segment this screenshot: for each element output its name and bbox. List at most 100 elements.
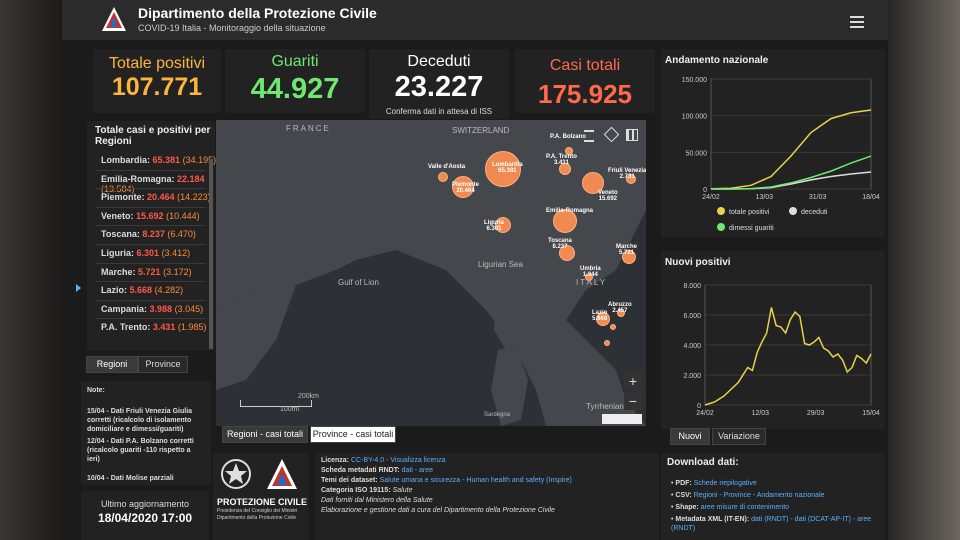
region-total: 15.692 xyxy=(136,210,164,221)
legend-swatch[interactable] xyxy=(717,223,725,231)
y-tick-label: 0 xyxy=(697,403,701,410)
map-bubble-label: Emilia-Romagna xyxy=(546,208,594,214)
panel-collapse-arrow-icon[interactable] xyxy=(76,284,81,292)
map-bubble[interactable] xyxy=(622,250,636,264)
map-bubble[interactable] xyxy=(565,147,573,155)
region-row[interactable]: Lazio: 5.668 (4.282) xyxy=(101,285,183,295)
kpi-note: Conferma dati in attesa di ISS xyxy=(385,107,493,116)
x-tick-label: 31/03 xyxy=(809,194,827,201)
map-bubble[interactable] xyxy=(617,309,625,317)
map-list-icon[interactable] xyxy=(584,130,594,142)
map-bubble[interactable] xyxy=(438,172,448,182)
regions-title-line1: Totale casi e positivi per xyxy=(95,125,211,136)
kpi-deceduti: Deceduti 23.227 Conferma dati in attesa … xyxy=(368,48,510,120)
license-line-value[interactable]: Salute umana e sicurezza - Human health … xyxy=(379,477,572,484)
map-bubble-label: Abruzzo 2.457 xyxy=(608,302,632,314)
region-row[interactable]: Toscana: 8.237 (6.470) xyxy=(101,229,196,239)
region-row[interactable]: P.A. Trento: 3.431 (1.985) xyxy=(101,322,206,332)
header-bar: Dipartimento della Protezione Civile COV… xyxy=(62,0,888,40)
tab-province-casi-totali[interactable]: Province - casi totali xyxy=(310,426,396,443)
download-item-link[interactable]: Schede riepilogative xyxy=(693,480,757,487)
legend-label[interactable]: deceduti xyxy=(801,209,828,216)
map-bubble[interactable] xyxy=(610,324,616,330)
map-bubble-label: Piemonte 20.464 xyxy=(452,182,480,194)
map-view[interactable]: FRANCE SWITZERLAND Gulf of Lion Ligurian… xyxy=(216,120,646,426)
map-bubble[interactable] xyxy=(485,151,521,187)
tab-regioni[interactable]: Regioni xyxy=(86,356,138,373)
download-item: • Shape: aree misure di contenimento xyxy=(671,504,790,511)
map-attribution-box xyxy=(602,414,642,424)
license-line: Licenza: CC-BY-4.0 - Visualizza licenza xyxy=(321,457,446,464)
download-item-link[interactable]: dati (RNDT) - dati (DCAT-AP-IT) - aree (… xyxy=(671,516,872,532)
region-positive: (6.470) xyxy=(167,229,196,240)
region-row[interactable]: Emilia-Romagna: 22.184 (13.584) xyxy=(101,174,211,194)
region-row[interactable]: Veneto: 15.692 (10.444) xyxy=(101,211,200,221)
series-line-1 xyxy=(710,171,872,190)
chart-nuovi-title: Nuovi positivi xyxy=(665,257,731,268)
region-row[interactable]: Liguria: 6.301 (3.412) xyxy=(101,248,190,258)
map-bubble[interactable] xyxy=(495,217,511,233)
license-line-value[interactable]: dati - aree xyxy=(401,467,434,474)
x-tick-label: 12/03 xyxy=(752,410,770,417)
region-divider xyxy=(95,318,205,320)
region-name: Toscana: xyxy=(101,229,140,240)
license-line: Dati forniti dal Ministero della Salute xyxy=(321,497,433,504)
region-row[interactable]: Campania: 3.988 (3.045) xyxy=(101,304,203,314)
tab-regioni-casi-totali[interactable]: Regioni - casi totali xyxy=(222,426,308,443)
region-name: Lombardia: xyxy=(101,155,151,165)
map-bubble[interactable] xyxy=(559,245,575,261)
map-bubble[interactable] xyxy=(585,273,593,281)
legend-label[interactable]: dimessi guariti xyxy=(729,225,774,232)
region-row[interactable]: Marche: 5.721 (3.172) xyxy=(101,267,192,277)
legend-label[interactable]: totale positivi xyxy=(729,209,770,216)
region-positive: (10.444) xyxy=(166,210,200,221)
map-bubble-label: Lombardia 65.381 xyxy=(492,162,523,174)
license-line: Elaborazione e gestione dati a cura del … xyxy=(321,507,555,514)
zoom-in-button[interactable]: + xyxy=(624,372,642,390)
region-total: 6.301 xyxy=(136,248,160,258)
map-bubble[interactable] xyxy=(582,172,604,194)
last-update-label: Ultimo aggiornamento xyxy=(100,499,190,509)
tab-province[interactable]: Province xyxy=(138,356,188,373)
region-name: Campania: xyxy=(101,303,148,314)
download-item-link[interactable]: aree misure di contenimento xyxy=(700,504,790,511)
map-bubble[interactable] xyxy=(596,312,610,326)
legend-swatch[interactable] xyxy=(717,207,725,215)
region-divider xyxy=(95,299,205,301)
region-row[interactable]: Lombardia: 65.381 (34.195) xyxy=(101,155,216,165)
legend-swatch[interactable] xyxy=(789,207,797,215)
license-line-value[interactable]: CC-BY-4.0 - Visualizza licenza xyxy=(350,457,446,464)
region-row[interactable]: Piemonte: 20.464 (14.223) xyxy=(101,192,211,202)
notes-panel: Note: 15/04 - Dati Friuli Venezia Giulia… xyxy=(80,380,212,486)
kpi-label: Casi totali xyxy=(549,57,621,74)
download-item-link[interactable]: Regioni - Province - Andamento nazionale xyxy=(693,492,825,499)
map-basemap-icon[interactable] xyxy=(626,129,638,141)
map-label-sardegna: Sardegna xyxy=(484,412,511,418)
map-bubble-label: Marche 5.721 xyxy=(616,244,638,256)
region-positive: (3.045) xyxy=(174,303,204,314)
download-item: • CSV: Regioni - Province - Andamento na… xyxy=(671,492,825,499)
region-name: P.A. Trento: xyxy=(101,322,151,333)
map-bubble[interactable] xyxy=(553,209,577,233)
map-bubble[interactable] xyxy=(559,163,571,175)
region-name: Piemonte: xyxy=(101,192,145,203)
y-tick-label: 100.000 xyxy=(682,114,707,121)
map-bubble[interactable] xyxy=(604,340,610,346)
map-label-ligurian: Ligurian Sea xyxy=(478,260,523,269)
hamburger-menu-icon[interactable] xyxy=(850,16,864,28)
map-bubble[interactable] xyxy=(452,176,474,198)
tab-variazione[interactable]: Variazione xyxy=(712,428,766,445)
note-item: 15/04 - Dati Friuli Venezia Giulia corre… xyxy=(87,408,193,433)
logo-card: PROTEZIONE CIVILE Presidenza del Consigl… xyxy=(212,452,310,540)
zoom-out-button[interactable]: − xyxy=(624,392,642,410)
kpi-value: 107.771 xyxy=(111,73,203,101)
tab-nuovi[interactable]: Nuovi xyxy=(670,428,710,445)
license-line-label: Temi dei dataset: xyxy=(321,477,378,484)
regions-title-line2: Regioni xyxy=(95,136,132,147)
region-name: Lazio: xyxy=(101,285,127,296)
logo-card-sub2: Dipartimento della Protezione Civile xyxy=(217,515,297,521)
region-positive: (34.195) xyxy=(182,155,217,165)
regions-scrollbar[interactable] xyxy=(209,159,213,349)
map-bubble[interactable] xyxy=(626,174,636,184)
chart-nuovi: 8.000 6.000 4.000 2.000 024/02 12/03 29/03 15/0… xyxy=(683,283,879,417)
